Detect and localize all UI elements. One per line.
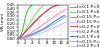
Line: f=0.15 P=6: f=0.15 P=6 — [18, 8, 68, 39]
f=0.1 P=3 — [37, 31, 38, 32]
f=0.2 P=0 — [26, 30, 28, 31]
f=0.1 P=0 — [20, 34, 22, 35]
f=0.2 P=0 — [60, 4, 62, 5]
f=0.2 P=3 — [44, 31, 45, 32]
f=0.1 P=6 — [42, 5, 44, 6]
f=0.2 P=6 — [37, 28, 38, 29]
f=0.15 P=0 — [35, 19, 36, 20]
f=0.1 P=0 — [28, 8, 29, 9]
f=0.15 P=0 — [42, 13, 44, 14]
f=0.1 P=0 — [26, 12, 28, 13]
f=0.2 P=3 — [35, 34, 36, 35]
f=0.15 P=0 — [50, 8, 51, 9]
f=0.15 P=6 — [30, 33, 31, 34]
f=0.15 P=6 — [60, 12, 62, 13]
f=0.2 P=0 — [17, 38, 19, 39]
f=0.2 P=6 — [17, 38, 19, 39]
Legend: f=0.1 P=0, f=0.1 P=6, f=0.15 P=0, f=0.15 P=6, f=0.2 P=0, f=0.2 P=6, f=0.1 P=3, f: f=0.1 P=0, f=0.1 P=6, f=0.15 P=0, f=0.15… — [69, 4, 100, 47]
f=0.1 P=3 — [64, 15, 65, 16]
f=0.15 P=3 — [39, 31, 40, 32]
f=0.1 P=3 — [30, 34, 31, 35]
f=0.15 P=6 — [67, 8, 69, 9]
Line: f=0.2 P=3: f=0.2 P=3 — [18, 22, 66, 39]
f=0.2 P=3 — [17, 38, 19, 39]
f=0.15 P=6 — [42, 24, 44, 25]
f=0.2 P=0 — [21, 36, 22, 37]
f=0.1 P=6 — [17, 38, 19, 39]
Line: f=0.2 P=0: f=0.2 P=0 — [18, 5, 61, 39]
f=0.15 P=6 — [51, 18, 53, 19]
f=0.15 P=0 — [17, 38, 19, 39]
f=0.2 P=6 — [44, 23, 45, 24]
f=0.1 P=0 — [17, 38, 19, 39]
Line: f=0.1 P=0: f=0.1 P=0 — [18, 5, 32, 39]
f=0.15 P=6 — [24, 36, 26, 37]
Y-axis label: VB (mm): VB (mm) — [1, 12, 5, 31]
f=0.1 P=0 — [24, 18, 26, 19]
f=0.1 P=6 — [35, 13, 36, 14]
f=0.15 P=0 — [21, 36, 22, 37]
Line: f=0.2 P=6: f=0.2 P=6 — [18, 10, 64, 39]
f=0.15 P=3 — [48, 27, 49, 28]
f=0.2 P=6 — [30, 33, 31, 34]
f=0.1 P=6 — [21, 36, 22, 37]
f=0.15 P=6 — [35, 29, 36, 30]
f=0.15 P=0 — [57, 4, 58, 5]
Line: f=0.15 P=0: f=0.15 P=0 — [18, 5, 57, 39]
f=0.15 P=6 — [17, 38, 19, 39]
Line: f=0.1 P=6: f=0.1 P=6 — [18, 5, 43, 39]
f=0.2 P=0 — [44, 12, 45, 13]
Line: f=0.1 P=3: f=0.1 P=3 — [18, 15, 64, 39]
f=0.1 P=0 — [32, 4, 33, 5]
f=0.15 P=3 — [32, 34, 33, 35]
f=0.2 P=6 — [53, 16, 54, 17]
f=0.15 P=0 — [26, 30, 28, 31]
f=0.2 P=3 — [55, 27, 56, 28]
f=0.2 P=6 — [24, 36, 26, 37]
Line: f=0.15 P=3: f=0.15 P=3 — [18, 16, 66, 39]
f=0.15 P=0 — [30, 25, 31, 26]
f=0.15 P=3 — [17, 38, 19, 39]
f=0.1 P=3 — [17, 38, 19, 39]
